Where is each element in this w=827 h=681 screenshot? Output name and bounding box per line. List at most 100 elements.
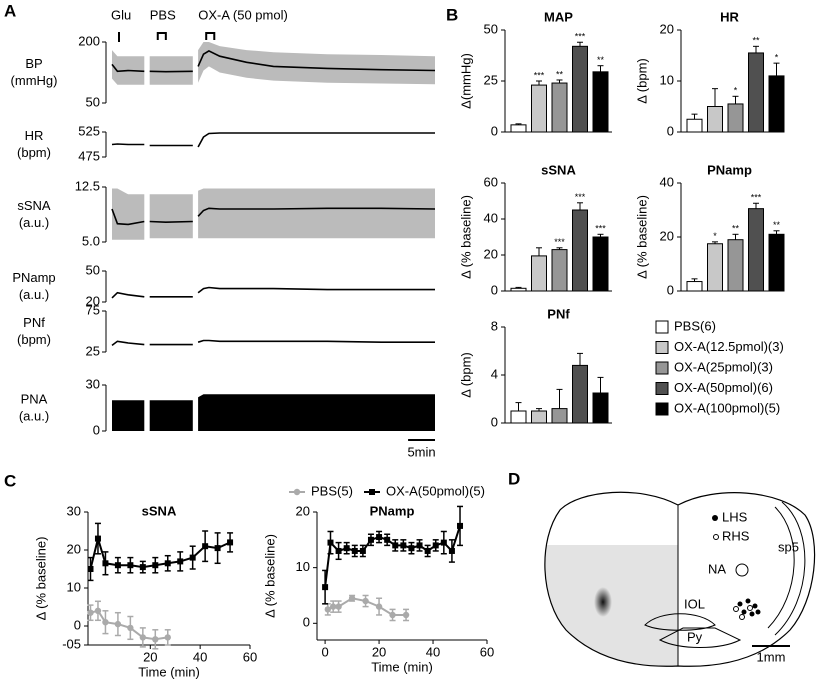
series-line [324, 525, 461, 588]
y-axis-label: Δ (% baseline) [33, 537, 48, 621]
marker [127, 624, 134, 632]
site-dots [733, 598, 761, 620]
significance: ** [773, 220, 781, 230]
bar [592, 236, 609, 292]
marker [152, 636, 159, 643]
marker [408, 545, 415, 552]
y-tick-label: 25 [484, 72, 498, 87]
marker [329, 603, 337, 610]
trace-name: sSNA [17, 198, 51, 213]
marker [214, 545, 221, 552]
bar [510, 410, 527, 424]
x-tick-label: 40 [193, 649, 207, 664]
y-tick-label: 20 [296, 503, 310, 518]
trace-unit: (a.u.) [19, 408, 49, 423]
bar [572, 209, 588, 292]
label-py: Py [687, 629, 703, 644]
y-tick-label: 50 [484, 21, 498, 36]
y-tick-label: 12.5 [75, 178, 100, 193]
legend-label: OX-A(100pmol)(5) [674, 400, 780, 415]
significance: ** [556, 69, 564, 79]
bar [707, 106, 723, 133]
marker [102, 560, 109, 567]
trace-name: PNA [21, 391, 48, 406]
bar [531, 410, 547, 424]
section-photo [544, 545, 678, 667]
x-tick-label: 20 [372, 644, 386, 659]
marker [343, 545, 350, 552]
bar [686, 281, 703, 292]
significance: * [713, 231, 717, 241]
trace-name: PNf [23, 315, 45, 330]
legend-label: PBS(6) [674, 318, 716, 333]
legend-swatch [655, 361, 669, 375]
significance: ** [752, 36, 760, 46]
significance: *** [595, 224, 606, 234]
x-tick-label: 40 [426, 644, 440, 659]
bar [510, 124, 527, 133]
y-axis-label: Δ (% baseline) [458, 195, 473, 279]
y-tick-label: 75 [86, 302, 100, 317]
legend-swatch [655, 320, 669, 334]
bar [531, 255, 547, 292]
y-tick-label: 10 [660, 72, 674, 87]
y-tick-label: 50 [86, 262, 100, 277]
marker [389, 611, 396, 619]
marker [227, 539, 234, 546]
y-tick-label: 10 [67, 579, 81, 594]
significance: ** [597, 55, 605, 65]
significance: * [734, 86, 738, 96]
rhs-dot [713, 534, 719, 540]
label-iol: IOL [684, 596, 705, 611]
chart-title: MAP [544, 9, 573, 24]
legend-label: OX-A(25pmol)(3) [674, 359, 773, 374]
trace-band [112, 188, 435, 240]
panel-label: C [4, 471, 16, 490]
bar [748, 208, 764, 292]
marker [322, 584, 329, 591]
significance: * [775, 53, 779, 63]
marker [164, 560, 171, 567]
marker [324, 606, 331, 613]
trace-line [111, 132, 435, 148]
trace-line [111, 207, 436, 226]
trace-line [111, 339, 435, 347]
y-tick-label: 40 [660, 174, 674, 189]
x-tick-label: 0 [321, 644, 328, 659]
marker [402, 611, 410, 619]
legend-label: PBS(5) [311, 483, 353, 498]
marker [348, 595, 356, 602]
marker [424, 547, 431, 554]
chart-title: HR [720, 9, 739, 24]
y-tick-label: 0 [491, 414, 498, 429]
y-tick-label: 20 [67, 541, 81, 556]
y-tick-label: 20 [660, 21, 674, 36]
bar [592, 392, 609, 424]
marker [375, 603, 383, 610]
chart-title: PNamp [370, 503, 415, 518]
y-tick-label: 0 [303, 615, 310, 630]
trace-name: PNamp [12, 270, 55, 285]
y-axis-label: Δ (% baseline) [634, 195, 649, 279]
y-tick-label: 0 [667, 123, 674, 138]
na-marker [735, 563, 749, 577]
label-na: NA [708, 561, 726, 576]
bar [531, 84, 547, 133]
bar [748, 52, 764, 133]
x-tick-label: 60 [480, 644, 494, 659]
significance: *** [534, 70, 545, 80]
significance: *** [575, 192, 586, 202]
trace-unit: (bpm) [17, 145, 51, 160]
chart-title: PNamp [707, 162, 752, 177]
marker [202, 543, 209, 550]
bar [510, 287, 527, 292]
event-label: OX-A (50 pmol) [198, 7, 288, 22]
marker [102, 619, 109, 626]
significance: *** [554, 237, 565, 247]
legend-label: OX-A(12.5pmol)(3) [674, 339, 784, 354]
legend-label: OX-A(50pmol)(5) [386, 483, 485, 498]
chart-title: PNf [547, 306, 570, 321]
y-tick-label: 20 [660, 228, 674, 243]
marker [440, 539, 447, 546]
event-label: Glu [111, 7, 131, 22]
